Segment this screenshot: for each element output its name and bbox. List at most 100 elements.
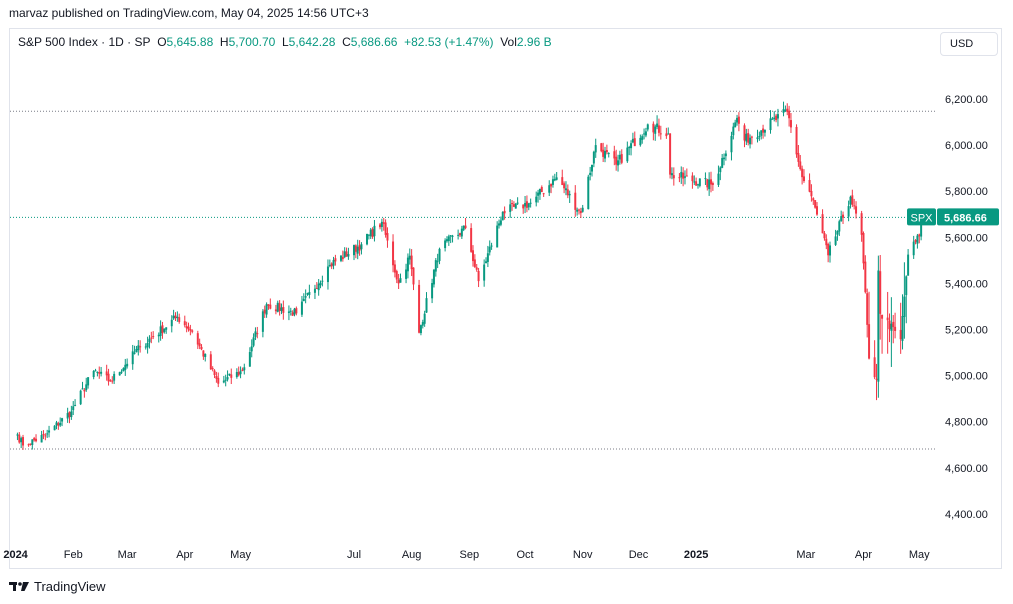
symbol-label[interactable]: S&P 500 Index · 1D · SP bbox=[18, 35, 151, 49]
candle-body bbox=[29, 443, 32, 445]
candle-body bbox=[762, 128, 765, 133]
candle-body bbox=[345, 251, 348, 257]
candle-body bbox=[758, 136, 761, 138]
candle-body bbox=[723, 157, 726, 160]
candle-body bbox=[230, 374, 233, 378]
currency-button[interactable]: USD bbox=[940, 32, 998, 56]
candle-body bbox=[239, 371, 242, 375]
candle-body bbox=[204, 353, 207, 358]
candle-body bbox=[710, 179, 713, 185]
candle-body bbox=[462, 225, 465, 230]
candle-body bbox=[602, 149, 605, 157]
candle-body bbox=[490, 245, 493, 247]
candle-body bbox=[525, 201, 528, 208]
candle-body bbox=[343, 251, 346, 258]
chart-frame[interactable] bbox=[9, 28, 1002, 569]
candle-body bbox=[678, 177, 681, 179]
candle-body bbox=[564, 188, 567, 191]
change-value: +82.53 (+1.47%) bbox=[404, 35, 494, 49]
candle-body bbox=[587, 176, 590, 210]
volume-value: 2.96 B bbox=[516, 35, 552, 49]
candle-body bbox=[743, 125, 746, 141]
candle-body bbox=[717, 173, 720, 185]
candle-body bbox=[444, 240, 447, 249]
candle-body bbox=[445, 239, 448, 242]
candle-body bbox=[613, 151, 616, 159]
high-label: H bbox=[219, 35, 229, 49]
candle-body bbox=[574, 192, 577, 210]
candle-body bbox=[224, 379, 227, 381]
candle-body bbox=[22, 437, 25, 446]
y-tick-label: 4,600.00 bbox=[945, 463, 988, 475]
candle-body bbox=[695, 181, 698, 186]
candle-body bbox=[736, 117, 739, 123]
candle-body bbox=[501, 211, 504, 221]
candle-body bbox=[55, 422, 58, 426]
candle-body bbox=[786, 108, 789, 112]
candle-body bbox=[801, 168, 804, 178]
candle-body bbox=[605, 150, 608, 153]
candle-body bbox=[721, 158, 724, 168]
last-price-tag-label: 5,686.66 bbox=[944, 212, 987, 224]
candle-body bbox=[477, 270, 480, 282]
candle-body bbox=[328, 264, 331, 267]
candle-body bbox=[425, 298, 428, 313]
candle-body bbox=[126, 363, 129, 367]
candle-body bbox=[113, 373, 116, 381]
candle-body bbox=[730, 135, 733, 153]
candle-body bbox=[397, 279, 400, 284]
candle-body bbox=[847, 206, 850, 217]
candle-body bbox=[144, 346, 147, 348]
candle-body bbox=[633, 138, 636, 147]
candle-body bbox=[527, 203, 530, 208]
candle-body bbox=[657, 125, 660, 133]
candle-body bbox=[760, 130, 763, 136]
x-tick-label: Apr bbox=[855, 549, 872, 561]
candle-body bbox=[888, 320, 891, 330]
candle-body bbox=[524, 203, 527, 207]
candle-body bbox=[667, 133, 670, 135]
candle-body bbox=[276, 302, 279, 312]
candle-body bbox=[512, 204, 515, 207]
candle-body bbox=[341, 256, 344, 260]
candle-body bbox=[470, 228, 473, 252]
candle-body bbox=[808, 180, 811, 192]
candle-body bbox=[274, 309, 277, 312]
candle-body bbox=[366, 233, 369, 245]
y-tick-label: 4,400.00 bbox=[945, 509, 988, 521]
candle-body bbox=[202, 350, 205, 357]
candle-body bbox=[159, 326, 162, 336]
candle-body bbox=[250, 346, 253, 352]
low-value: 5,642.28 bbox=[288, 35, 336, 49]
tradingview-logo[interactable]: TradingView bbox=[9, 578, 106, 594]
candle-body bbox=[914, 240, 917, 242]
candle-body bbox=[918, 234, 921, 237]
candle-body bbox=[432, 269, 435, 285]
candle-body bbox=[825, 238, 828, 246]
candle-body bbox=[356, 246, 359, 254]
candle-body bbox=[810, 190, 813, 197]
candle-body bbox=[315, 287, 318, 289]
candle-body bbox=[592, 151, 595, 164]
open-value: 5,645.88 bbox=[166, 35, 214, 49]
candle-body bbox=[901, 316, 904, 341]
candle-body bbox=[749, 137, 752, 145]
candle-body bbox=[589, 172, 592, 176]
candle-body bbox=[109, 380, 112, 382]
candle-body bbox=[131, 351, 134, 365]
candle-body bbox=[431, 283, 434, 299]
candle-body bbox=[458, 233, 461, 236]
candle-body bbox=[451, 235, 454, 237]
candle-body bbox=[620, 154, 623, 163]
ohlc-legend: S&P 500 Index · 1D · SP O5,645.88 H5,700… bbox=[18, 35, 552, 49]
x-tick-label: Mar bbox=[796, 549, 815, 561]
candle-body bbox=[724, 153, 727, 157]
candle-body bbox=[535, 196, 538, 203]
candle-body bbox=[851, 195, 854, 205]
candle-body bbox=[98, 372, 101, 374]
candle-body bbox=[189, 329, 192, 331]
candle-body bbox=[256, 333, 259, 335]
candle-body bbox=[261, 311, 264, 332]
candle-body bbox=[252, 337, 255, 346]
